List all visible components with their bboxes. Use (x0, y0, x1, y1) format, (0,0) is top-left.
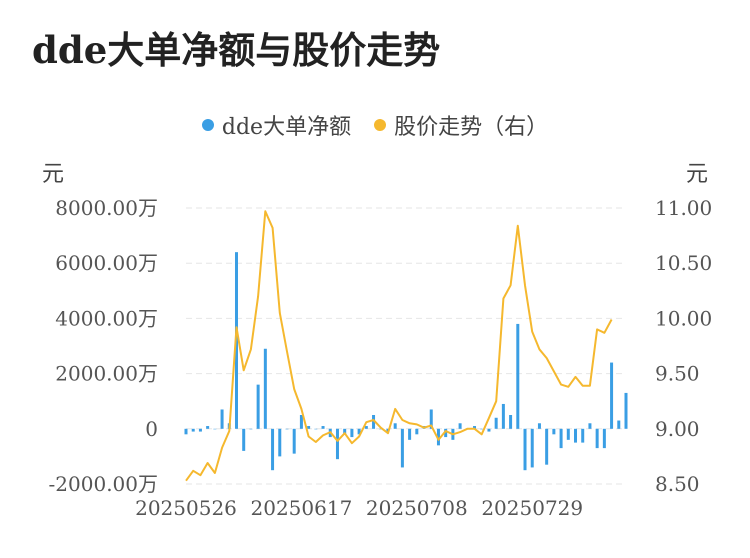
right-tick-label: 8.50 (655, 472, 700, 496)
dde-bar[interactable] (458, 423, 462, 429)
dde-bar[interactable] (480, 428, 484, 430)
dde-bar[interactable] (372, 415, 376, 429)
dde-bar[interactable] (415, 428, 419, 435)
x-axis-ticks: 20250526 20250617 20250708 20250729 (135, 496, 583, 520)
dde-bar[interactable] (408, 428, 412, 440)
dde-bar[interactable] (501, 403, 505, 429)
dde-bar[interactable] (545, 428, 549, 465)
price-line (185, 210, 613, 482)
dde-bar[interactable] (516, 323, 520, 429)
dde-bar[interactable] (574, 428, 578, 443)
dde-bar[interactable] (595, 428, 599, 449)
dde-bar[interactable] (566, 428, 570, 440)
x-tick-label: 20250729 (481, 496, 583, 520)
dde-bar[interactable] (444, 428, 448, 438)
dde-bar[interactable] (559, 428, 563, 449)
dde-bar[interactable] (292, 428, 296, 454)
dde-bar[interactable] (198, 428, 202, 432)
dde-bar[interactable] (206, 426, 210, 429)
right-axis-unit: 元 (685, 162, 708, 187)
x-tick-label: 20250708 (366, 496, 468, 520)
legend-item-dde[interactable]: dde大单净额 (201, 109, 352, 141)
right-tick-label: 10.50 (655, 251, 712, 275)
left-tick-label: 4000.00万 (55, 306, 158, 330)
left-tick-label: -2000.00万 (49, 472, 158, 496)
dde-bar[interactable] (581, 428, 585, 443)
dde-bar[interactable] (610, 362, 614, 429)
dde-bar[interactable] (436, 428, 440, 446)
dde-bar[interactable] (530, 428, 534, 468)
dde-bar[interactable] (242, 428, 246, 451)
dde-bar[interactable] (343, 428, 347, 435)
legend-item-price[interactable]: 股价走势（右） (374, 109, 548, 141)
x-tick-label: 20250526 (135, 496, 237, 520)
dde-bar[interactable] (523, 428, 527, 471)
right-tick-label: 11.00 (655, 196, 712, 220)
dde-bar[interactable] (314, 428, 318, 430)
dde-bar[interactable] (379, 428, 383, 430)
dde-bar[interactable] (487, 428, 491, 432)
dde-bar[interactable] (494, 417, 498, 429)
dde-bar[interactable] (299, 415, 303, 429)
dde-bars (184, 252, 628, 471)
right-axis-ticks: 8.50 9.00 9.50 10.00 10.50 11.00 (655, 196, 712, 496)
chart-title: dde大单净额与股价走势 (32, 28, 441, 72)
dde-bar[interactable] (191, 428, 195, 432)
dde-bar[interactable] (256, 384, 260, 429)
dde-bar[interactable] (588, 423, 592, 429)
left-axis-unit: 元 (42, 162, 65, 187)
dde-bar[interactable] (213, 428, 217, 430)
left-axis-ticks: -2000.00万 0 2000.00万 4000.00万 6000.00万 8000.0… (49, 196, 158, 496)
legend-label-dde: dde大单净额 (221, 115, 352, 140)
legend-label-price: 股价走势（右） (394, 115, 549, 140)
dde-bar[interactable] (357, 428, 361, 435)
legend-dot-dde (201, 119, 214, 131)
dde-bar[interactable] (220, 409, 224, 429)
x-tick-label: 20250617 (251, 496, 353, 520)
dde-bar[interactable] (307, 426, 311, 429)
dde-bar[interactable] (509, 415, 513, 429)
dde-bar[interactable] (364, 426, 368, 429)
dde-bar[interactable] (473, 426, 477, 429)
dde-bar[interactable] (263, 348, 267, 429)
dde-bar[interactable] (400, 428, 404, 468)
dde-bar[interactable] (393, 423, 397, 429)
left-tick-label: 2000.00万 (55, 362, 158, 386)
left-tick-label: 6000.00万 (55, 251, 158, 275)
dde-bar[interactable] (249, 428, 253, 430)
chart-legend: dde大单净额 股价走势（右） (0, 109, 750, 141)
dde-bar[interactable] (184, 428, 188, 435)
right-tick-label: 9.00 (655, 417, 700, 441)
dde-bar[interactable] (335, 428, 339, 460)
dde-bar[interactable] (285, 428, 289, 430)
legend-dot-price (374, 119, 387, 131)
dde-bar[interactable] (321, 426, 325, 429)
right-tick-label: 10.00 (655, 306, 712, 330)
dde-bar[interactable] (537, 423, 541, 429)
dde-bar[interactable] (350, 428, 354, 438)
dde-bar[interactable] (602, 428, 606, 449)
price-line-path[interactable] (185, 210, 613, 482)
dde-bar[interactable] (552, 428, 556, 435)
dde-bar[interactable] (617, 420, 621, 429)
dde-bar[interactable] (278, 428, 282, 457)
left-tick-label: 0 (145, 417, 158, 441)
dde-bar[interactable] (624, 392, 628, 429)
left-tick-label: 8000.00万 (55, 196, 158, 220)
right-tick-label: 9.50 (655, 362, 700, 386)
dde-bar[interactable] (429, 409, 433, 429)
dde-bar[interactable] (271, 428, 275, 471)
